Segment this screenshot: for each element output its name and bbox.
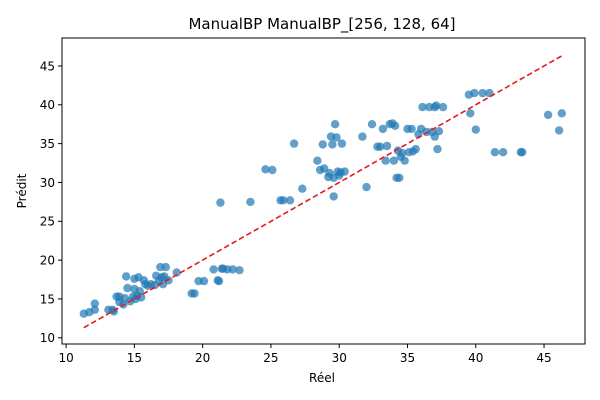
data-point	[216, 198, 225, 207]
data-point	[199, 276, 209, 286]
data-point	[478, 88, 487, 98]
data-point	[285, 196, 295, 205]
plot-frame	[61, 37, 586, 345]
data-point	[432, 101, 441, 110]
x-tick-label: 40	[468, 351, 483, 365]
data-point	[367, 120, 377, 129]
data-point	[318, 140, 327, 149]
data-point	[261, 165, 270, 174]
x-tick-label: 15	[127, 351, 142, 365]
reference-line	[83, 55, 563, 329]
data-point	[123, 283, 132, 293]
y-tick-label: 35	[40, 137, 55, 151]
data-point	[172, 268, 181, 277]
data-point	[557, 109, 566, 118]
data-point	[362, 182, 371, 192]
data-point	[214, 276, 224, 286]
data-point	[466, 109, 475, 118]
data-point	[433, 144, 442, 154]
data-point	[438, 102, 448, 112]
data-point	[389, 156, 398, 165]
x-tick-label: 35	[400, 351, 415, 365]
data-point	[381, 156, 390, 165]
data-point	[407, 124, 416, 134]
data-point	[434, 127, 444, 136]
data-point	[337, 139, 347, 148]
data-point	[376, 142, 385, 151]
data-point	[90, 305, 100, 314]
data-point	[395, 173, 404, 182]
x-tick-label: 20	[195, 351, 210, 365]
data-point	[498, 148, 508, 157]
data-point	[122, 272, 131, 281]
data-point	[235, 266, 244, 275]
data-point	[471, 125, 480, 134]
data-point	[328, 140, 337, 149]
data-point	[289, 139, 299, 148]
data-point	[279, 196, 288, 205]
y-axis: 10 15 20 25 30 35 40 45	[40, 59, 62, 345]
x-tick-label: 30	[332, 351, 347, 365]
data-point	[554, 126, 564, 135]
data-point	[490, 148, 500, 157]
y-tick-label: 10	[40, 331, 55, 345]
data-point	[418, 102, 427, 112]
y-axis-label: Prédit	[15, 173, 29, 208]
x-tick-label: 25	[263, 351, 278, 365]
y-tick-label: 40	[40, 98, 55, 112]
data-point	[378, 124, 388, 134]
data-point	[298, 184, 307, 193]
x-axis-label: Réel	[309, 371, 335, 385]
data-point	[411, 144, 420, 154]
data-point	[228, 265, 237, 274]
data-point	[329, 192, 338, 201]
data-point	[313, 156, 322, 165]
x-tick-label: 45	[536, 351, 551, 365]
data-point	[400, 156, 409, 165]
data-point	[161, 262, 170, 272]
data-point	[358, 132, 367, 141]
y-tick-label: 25	[40, 215, 55, 229]
data-point	[330, 120, 340, 129]
data-point	[543, 110, 553, 120]
data-point	[190, 289, 199, 298]
data-point	[397, 148, 407, 158]
data-point	[340, 167, 349, 176]
data-point	[332, 133, 341, 142]
data-point	[382, 141, 392, 151]
chart-title: ManualBP ManualBP_[256, 128, 64]	[188, 15, 455, 34]
y-tick-label: 20	[40, 253, 55, 267]
data-point	[209, 265, 218, 274]
data-point	[391, 121, 400, 130]
data-point	[90, 299, 100, 308]
x-tick-label: 10	[58, 351, 73, 365]
data-point	[268, 165, 277, 175]
x-axis: 10 15 20 25 30 35 40 45	[58, 344, 552, 365]
y-tick-label: 45	[40, 59, 55, 73]
data-point	[518, 148, 527, 157]
data-point	[246, 197, 255, 207]
data-point	[470, 88, 479, 98]
data-point	[137, 293, 146, 302]
y-tick-label: 30	[40, 176, 55, 190]
y-tick-label: 15	[40, 292, 55, 306]
plot-area	[61, 37, 586, 345]
